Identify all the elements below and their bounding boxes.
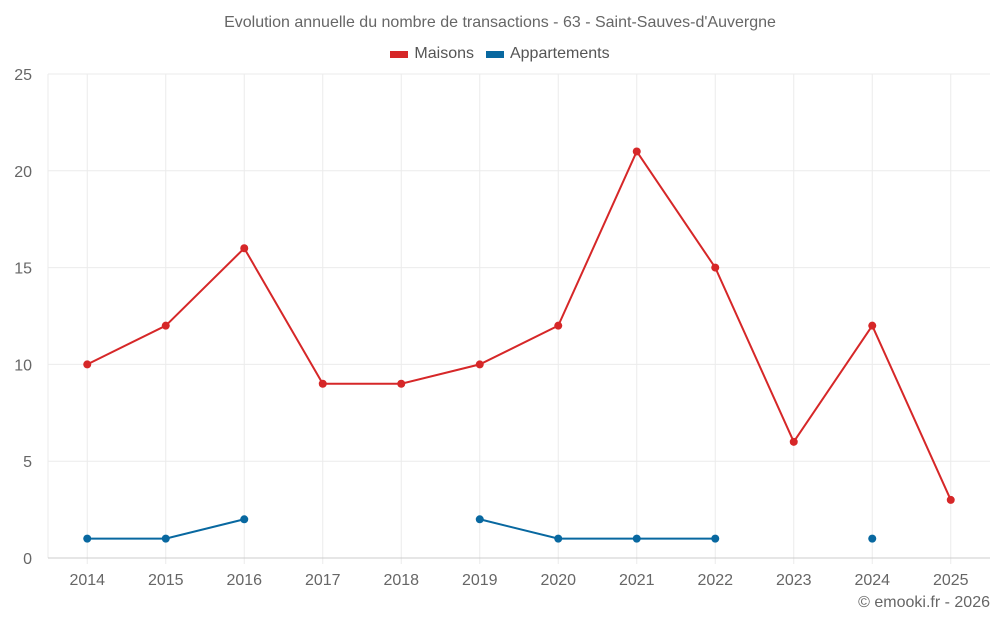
data-point[interactable] <box>475 360 484 369</box>
data-point[interactable] <box>475 515 484 524</box>
data-point[interactable] <box>632 147 641 156</box>
data-point[interactable] <box>868 534 877 543</box>
series-line <box>479 518 716 540</box>
y-tick-label: 0 <box>23 551 32 568</box>
x-tick-label: 2020 <box>540 572 576 589</box>
series-maisons <box>83 147 955 504</box>
data-point[interactable] <box>711 534 720 543</box>
y-tick-label: 10 <box>14 357 32 374</box>
data-point[interactable] <box>554 534 563 543</box>
x-tick-label: 2014 <box>69 572 105 589</box>
data-point[interactable] <box>397 379 406 388</box>
legend-item-appartements[interactable]: Appartements <box>485 45 610 63</box>
x-tick-label: 2022 <box>697 572 733 589</box>
data-point[interactable] <box>554 321 563 330</box>
x-tick-label: 2017 <box>305 572 341 589</box>
copyright-credit: © emooki.fr - 2026 <box>858 594 990 611</box>
data-point[interactable] <box>240 244 249 253</box>
legend-swatch-appartements <box>485 50 504 58</box>
data-point[interactable] <box>240 515 249 524</box>
x-tick-label: 2015 <box>148 572 184 589</box>
data-point[interactable] <box>711 263 720 272</box>
series-line <box>86 149 952 501</box>
chart-title: Evolution annuelle du nombre de transact… <box>224 14 776 31</box>
y-tick-label: 20 <box>14 164 32 181</box>
x-tick-label: 2021 <box>619 572 655 589</box>
data-point[interactable] <box>83 360 92 369</box>
y-tick-label: 25 <box>14 67 32 84</box>
legend-item-maisons[interactable]: Maisons <box>390 45 474 63</box>
legend: Maisons Appartements <box>0 45 1000 63</box>
x-tick-label: 2024 <box>854 572 890 589</box>
gridlines <box>48 73 990 564</box>
x-tick-label: 2018 <box>383 572 419 589</box>
x-tick-label: 2019 <box>462 572 498 589</box>
series-layer <box>83 147 955 543</box>
series-appartements <box>83 515 877 543</box>
x-tick-label: 2016 <box>226 572 262 589</box>
data-point[interactable] <box>161 321 170 330</box>
data-point[interactable] <box>632 534 641 543</box>
legend-label-appartements: Appartements <box>509 45 610 62</box>
x-tick-label: 2025 <box>933 572 969 589</box>
data-point[interactable] <box>789 437 798 446</box>
legend-label-maisons: Maisons <box>414 45 474 62</box>
legend-swatch-maisons <box>390 50 409 58</box>
y-tick-label: 5 <box>23 454 32 471</box>
x-tick-label: 2023 <box>776 572 812 589</box>
data-point[interactable] <box>83 534 92 543</box>
data-point[interactable] <box>868 321 877 330</box>
data-point[interactable] <box>946 495 955 504</box>
data-point[interactable] <box>318 379 327 388</box>
data-point[interactable] <box>161 534 170 543</box>
y-tick-label: 15 <box>14 261 32 278</box>
